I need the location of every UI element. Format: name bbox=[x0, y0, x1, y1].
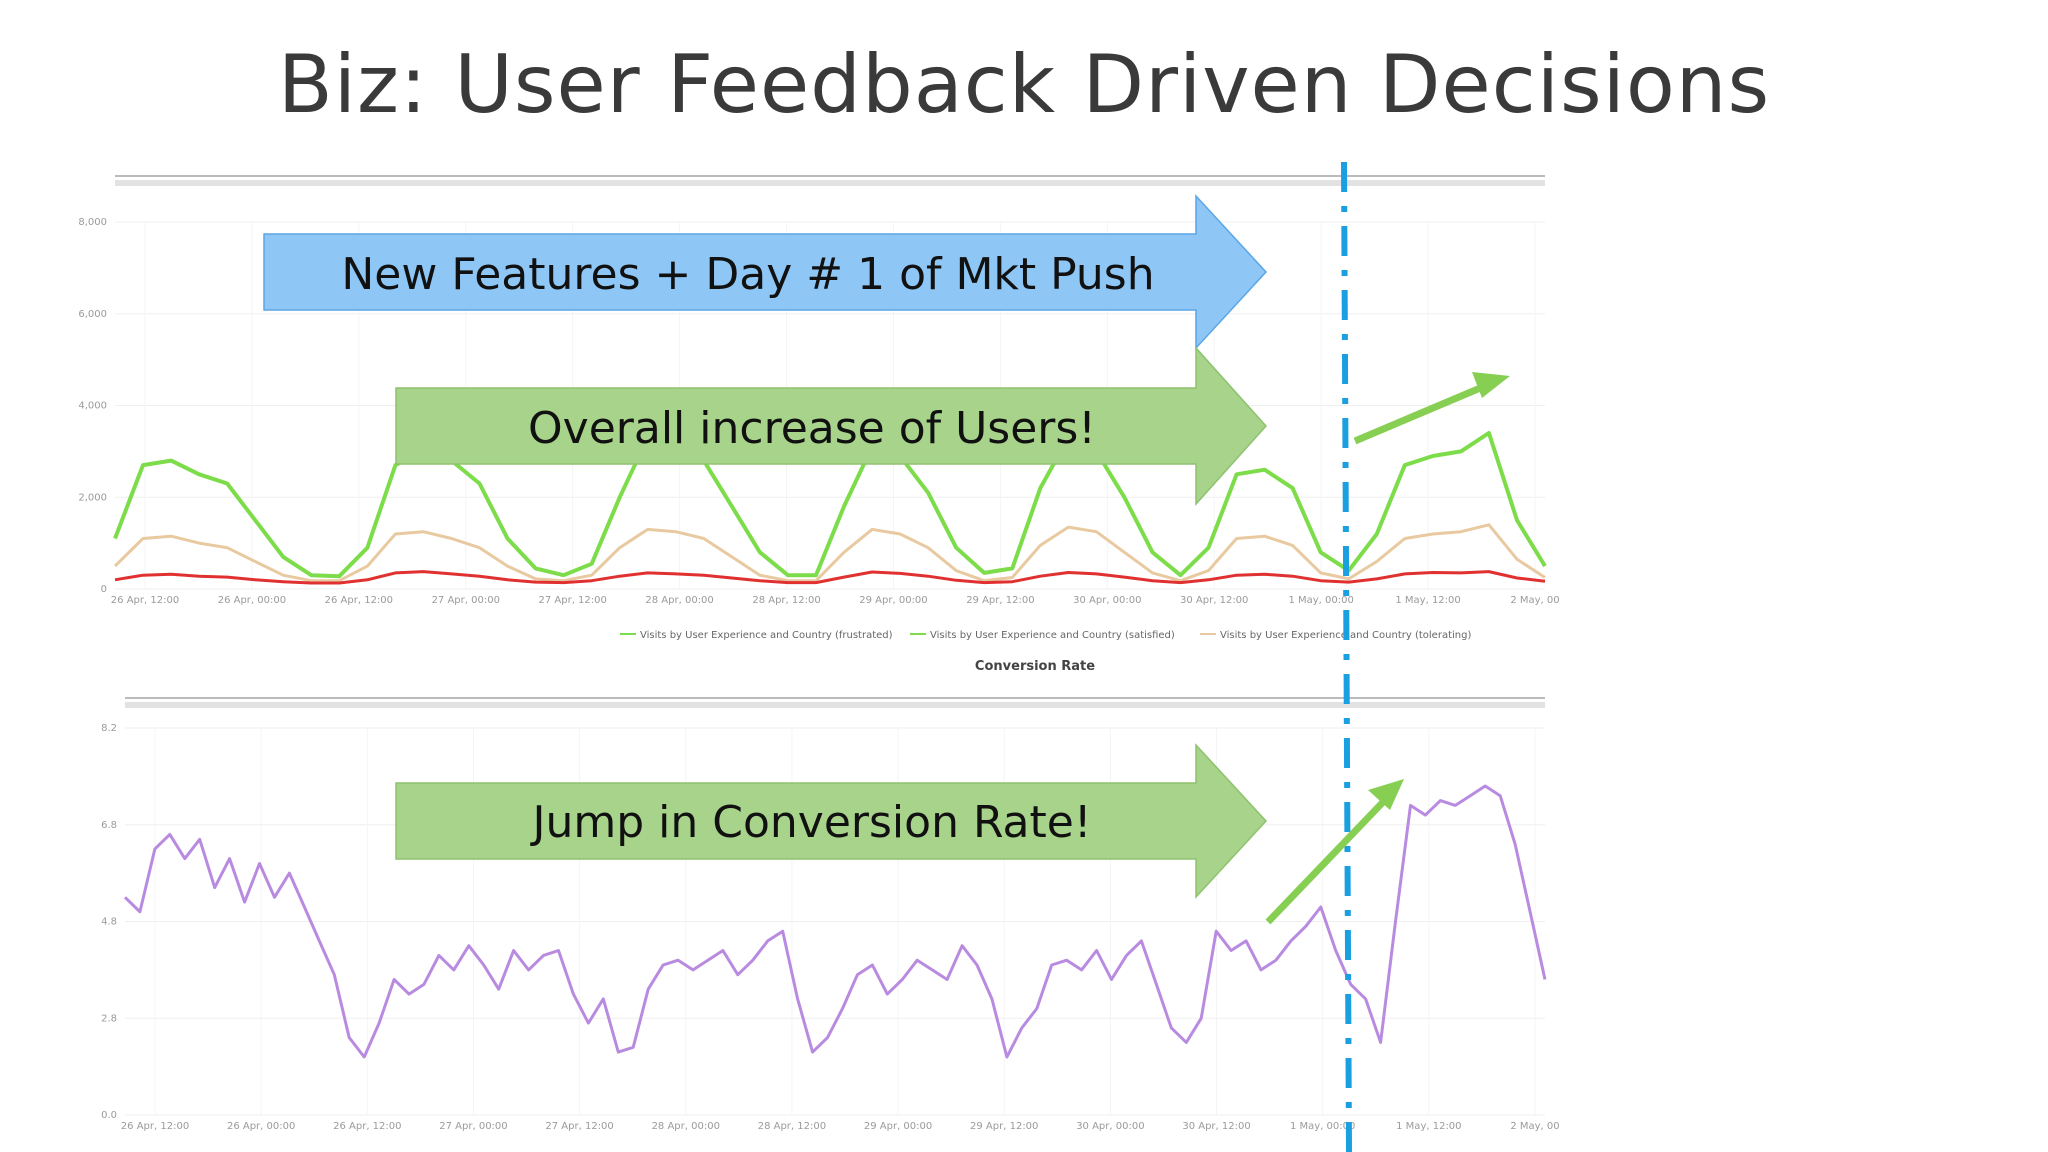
x-tick-label: 26 Apr, 12:00 bbox=[111, 595, 179, 606]
x-tick-label: 26 Apr, 12:00 bbox=[325, 595, 393, 606]
top-chart: 8,000 6,000 4,000 2,000 0 26 Apr, 12:00 26 Ap… bbox=[78, 175, 1560, 641]
trend-arrow-head bbox=[1472, 372, 1510, 398]
callout-arrow-shape bbox=[395, 346, 1268, 506]
x-tick-label: 29 Apr, 00:00 bbox=[864, 1121, 932, 1132]
x-tick-label: 1 May, 00:00 bbox=[1290, 1121, 1355, 1132]
trend-arrow-users bbox=[1353, 372, 1510, 445]
x-tick-label: 26 Apr, 00:00 bbox=[227, 1121, 295, 1132]
y-tick-label: 0 bbox=[101, 584, 107, 595]
x-tick-label: 2 May, 00 bbox=[1510, 595, 1559, 606]
x-tick-label: 1 May, 12:00 bbox=[1395, 595, 1460, 606]
x-tick-label: 2 May, 00 bbox=[1510, 1121, 1559, 1132]
trend-arrow-shaft bbox=[1265, 797, 1388, 925]
y-tick-label: 2.8 bbox=[101, 1013, 117, 1024]
x-tick-label: 26 Apr, 00:00 bbox=[218, 595, 286, 606]
x-tick-label: 26 Apr, 12:00 bbox=[333, 1121, 401, 1132]
series-line-satisfied bbox=[113, 523, 1546, 583]
callout-conversion-jump-text: Jump in Conversion Rate! bbox=[530, 797, 1092, 848]
series-line-tolerating bbox=[114, 570, 1546, 585]
y-tick-label: 0.0 bbox=[101, 1110, 117, 1121]
x-tick-label: 28 Apr, 12:00 bbox=[752, 595, 820, 606]
series-line-conversion bbox=[123, 784, 1547, 1059]
callout-conversion-jump: Jump in Conversion Rate! bbox=[395, 743, 1268, 899]
x-tick-label: 30 Apr, 00:00 bbox=[1073, 595, 1141, 606]
x-tick-label: 26 Apr, 12:00 bbox=[121, 1121, 189, 1132]
legend-label: Visits by User Experience and Country (s… bbox=[930, 630, 1175, 641]
x-tick-label: 30 Apr, 12:00 bbox=[1182, 1121, 1250, 1132]
slide-title: Biz: User Feedback Driven Decisions bbox=[277, 38, 1771, 131]
x-tick-label: 27 Apr, 12:00 bbox=[545, 1121, 613, 1132]
x-tick-label: 29 Apr, 12:00 bbox=[970, 1121, 1038, 1132]
y-tick-label: 4,000 bbox=[78, 401, 107, 412]
x-tick-label: 29 Apr, 12:00 bbox=[966, 595, 1034, 606]
y-tick-label: 6,000 bbox=[78, 309, 107, 320]
bottom-chart: 8.2 6.8 4.8 2.8 0.0 26 Apr, 12:00 26 Apr, 00:… bbox=[101, 697, 1560, 1132]
x-tick-label: 27 Apr, 12:00 bbox=[538, 595, 606, 606]
x-tick-label: 27 Apr, 00:00 bbox=[439, 1121, 507, 1132]
x-tick-label: 1 May, 12:00 bbox=[1396, 1121, 1461, 1132]
trend-arrow-head bbox=[1368, 779, 1404, 810]
series-line-frustrated bbox=[113, 431, 1547, 579]
trend-arrow-shaft bbox=[1353, 382, 1487, 445]
y-tick-label: 6.8 bbox=[101, 820, 117, 831]
x-tick-label: 27 Apr, 00:00 bbox=[432, 595, 500, 606]
callout-increase-users-text: Overall increase of Users! bbox=[528, 403, 1096, 454]
callout-arrow-shape bbox=[395, 743, 1268, 899]
x-tick-label: 28 Apr, 12:00 bbox=[758, 1121, 826, 1132]
x-tick-label: 30 Apr, 00:00 bbox=[1076, 1121, 1144, 1132]
callout-new-features-text: New Features + Day # 1 of Mkt Push bbox=[341, 249, 1154, 300]
x-tick-label: 1 May, 00:00 bbox=[1288, 595, 1353, 606]
y-tick-label: 2,000 bbox=[78, 492, 107, 503]
x-tick-label: 29 Apr, 00:00 bbox=[859, 595, 927, 606]
x-tick-label: 28 Apr, 00:00 bbox=[645, 595, 713, 606]
callout-arrow-shape bbox=[263, 194, 1268, 350]
x-tick-label: 30 Apr, 12:00 bbox=[1180, 595, 1248, 606]
legend-label: Visits by User Experience and Country (f… bbox=[640, 630, 893, 641]
y-tick-label: 4.8 bbox=[101, 917, 117, 928]
callout-increase-users: Overall increase of Users! bbox=[395, 346, 1268, 506]
bottom-chart-subtitle: Conversion Rate bbox=[975, 659, 1095, 674]
callout-new-features: New Features + Day # 1 of Mkt Push bbox=[263, 194, 1268, 350]
y-tick-label: 8,000 bbox=[78, 217, 107, 228]
y-tick-label: 8.2 bbox=[101, 723, 117, 734]
trend-arrow-conversion bbox=[1265, 779, 1404, 925]
x-tick-label: 28 Apr, 00:00 bbox=[652, 1121, 720, 1132]
event-marker-line bbox=[1341, 161, 1352, 1152]
